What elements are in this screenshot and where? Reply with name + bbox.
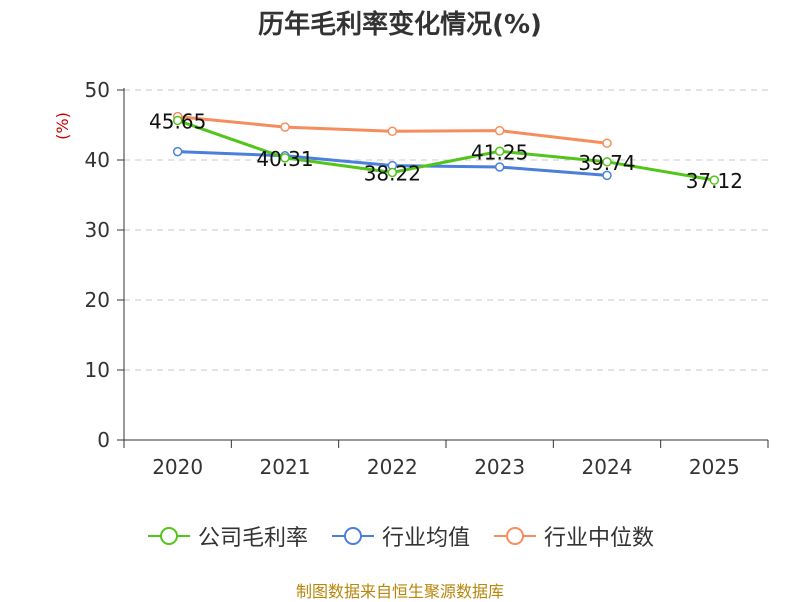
y-tick-label: 30 — [85, 218, 110, 242]
legend-item-industry-mean[interactable]: 行业均值 — [330, 520, 470, 552]
data-point — [602, 157, 612, 167]
x-tick-label: 2023 — [474, 455, 525, 479]
data-point — [387, 167, 398, 178]
legend-label-industry-median: 行业中位数 — [544, 526, 655, 551]
x-tick-label: 2022 — [367, 455, 418, 479]
y-tick-label: 10 — [85, 358, 110, 382]
legend-marker-company — [147, 527, 190, 545]
y-tick-label: 0 — [97, 428, 110, 452]
y-axis-label: (%) — [53, 112, 72, 140]
data-point — [709, 175, 720, 185]
chart-title: 历年毛利率变化情况(%) — [258, 10, 542, 40]
data-point — [494, 146, 505, 156]
legend-marker-industry-mean — [331, 527, 374, 545]
legend-label-company: 公司毛利率 — [197, 526, 308, 551]
legend-marker-industry-median — [494, 527, 536, 545]
series-line-0 — [177, 119, 715, 182]
data-point — [172, 115, 183, 126]
y-tick-label: 20 — [85, 288, 110, 312]
legend-item-company[interactable]: 公司毛利率 — [146, 520, 308, 552]
data-label: 40.31 — [256, 147, 313, 171]
data-point — [494, 125, 505, 136]
source-note: 制图数据来自恒生聚源数据库 — [295, 582, 504, 601]
data-label: 37.12 — [686, 169, 743, 193]
data-point — [602, 170, 612, 181]
legend-item-industry-median[interactable]: 行业中位数 — [492, 520, 654, 552]
legend-label-industry-mean: 行业均值 — [381, 526, 470, 551]
x-tick-label: 2021 — [260, 455, 311, 479]
data-point — [602, 138, 612, 148]
data-label: 45.65 — [149, 109, 206, 133]
data-label: 39.74 — [578, 151, 635, 175]
data-label: 41.25 — [471, 140, 528, 164]
chart-legend: 公司毛利率 行业均值 行业中位数 — [0, 520, 800, 552]
data-point — [494, 162, 505, 172]
data-label: 38.22 — [364, 161, 421, 185]
x-tick-label: 2024 — [582, 455, 633, 479]
y-tick-label: 40 — [85, 148, 110, 172]
y-tick-label: 50 — [85, 78, 110, 102]
x-tick-label: 2020 — [152, 455, 203, 479]
data-point — [280, 122, 290, 132]
data-point — [172, 146, 183, 157]
x-tick-label: 2025 — [689, 455, 740, 479]
data-point — [280, 153, 290, 163]
data-point — [387, 126, 398, 137]
